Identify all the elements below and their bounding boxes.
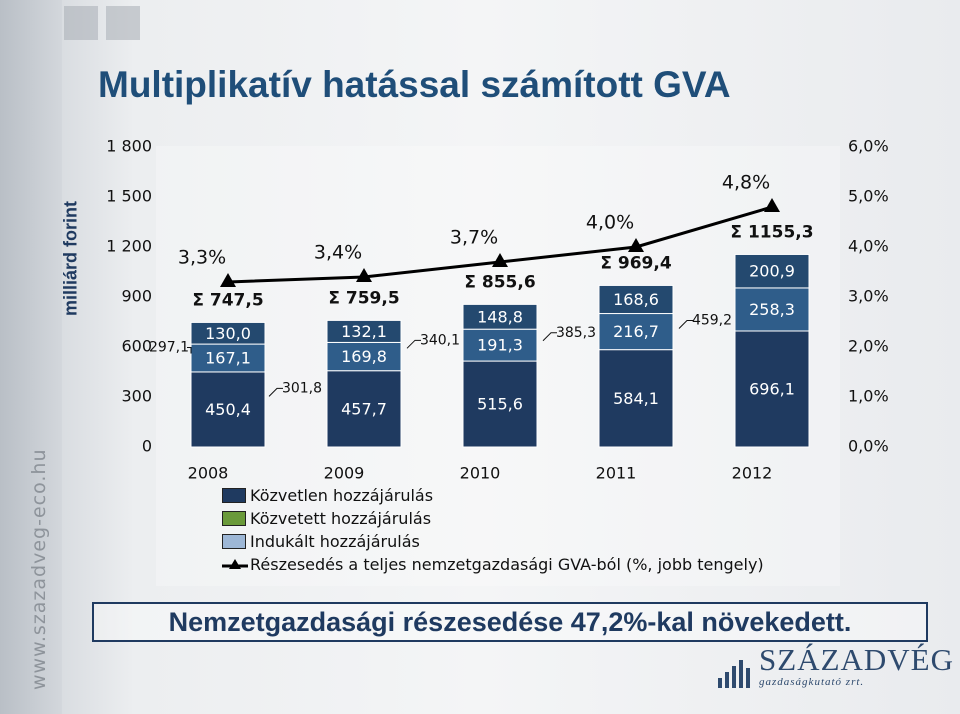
x-tick-label: 2008	[188, 464, 229, 483]
y2-tick-label: 3,0%	[848, 287, 889, 306]
bar-data-label: 200,9	[749, 262, 795, 281]
share-data-label: 3,7%	[450, 227, 498, 249]
y-tick-label: 0	[142, 437, 152, 456]
y-tick-label: 900	[121, 287, 152, 306]
y-tick-label: 1 800	[106, 137, 152, 156]
bar-data-label: 258,3	[749, 300, 795, 319]
bar-segment	[326, 319, 402, 343]
bar-segment	[598, 349, 674, 448]
share-marker	[220, 273, 236, 287]
bar-data-label: 696,1	[749, 379, 795, 398]
legend-label-induced: Indukált hozzájárulás	[250, 532, 420, 551]
bar-total-label: Σ 747,5	[192, 290, 263, 310]
bar-segment	[734, 287, 810, 332]
legend-item-direct: Közvetlen hozzájárulás	[222, 484, 764, 507]
y2-tick-label: 4,0%	[848, 237, 889, 256]
bar-data-label: 168,6	[613, 290, 659, 309]
share-data-label: 4,8%	[722, 172, 770, 194]
bar-data-label: 130,0	[205, 324, 251, 343]
bar-data-label: 584,1	[613, 389, 659, 408]
bar-total-label: Σ 969,4	[600, 253, 671, 273]
y2-tick-label: 2,0%	[848, 337, 889, 356]
y-tick-label: 300	[121, 387, 152, 406]
bar-data-label: 216,7	[613, 322, 659, 341]
callout-leader	[678, 319, 693, 329]
x-tick-label: 2010	[460, 464, 501, 483]
share-marker	[764, 198, 780, 212]
callout-label: 340,1	[420, 332, 460, 348]
bar-total-label: Σ 1155,3	[730, 222, 813, 242]
legend-label-indirect: Közvetett hozzájárulás	[250, 509, 432, 528]
callout-leader	[187, 346, 192, 354]
x-tick-label: 2009	[324, 464, 365, 483]
y-tick-label: 1 500	[106, 187, 152, 206]
bar-data-label: 167,1	[205, 349, 251, 368]
bar-segment	[462, 360, 538, 448]
share-data-label: 4,0%	[586, 212, 634, 234]
share-marker	[356, 268, 372, 282]
bar-total-label: Σ 759,5	[328, 288, 399, 308]
legend-swatch-induced	[222, 534, 246, 549]
bar-data-label: 191,3	[477, 336, 523, 355]
bar-data-label: 515,6	[477, 395, 523, 414]
share-marker	[492, 253, 508, 267]
legend-item-share: Részesedés a teljes nemzetgazdasági GVA-…	[222, 553, 764, 576]
decor-squares	[64, 6, 148, 44]
bar-data-label: 132,1	[341, 322, 387, 341]
bar-total-label: Σ 855,6	[464, 272, 535, 292]
callout-leader	[406, 339, 421, 349]
summary-banner: Nemzetgazdasági részesedése 47,2%-kal nö…	[92, 602, 928, 642]
company-logo: SZÁZADVÉG gazdaságkutató zrt.	[718, 644, 954, 688]
share-data-label: 3,3%	[178, 247, 226, 269]
legend-label-share: Részesedés a teljes nemzetgazdasági GVA-…	[250, 555, 764, 574]
bar-data-label: 450,4	[205, 400, 251, 419]
y2-tick-label: 6,0%	[848, 137, 889, 156]
callout-label: 297,1	[149, 339, 189, 355]
share-data-label: 3,4%	[314, 242, 362, 264]
summary-banner-text: Nemzetgazdasági részesedése 47,2%-kal nö…	[168, 606, 852, 637]
legend-line-triangle-icon	[222, 559, 248, 569]
left-sidebar	[0, 0, 62, 714]
logo-subtitle: gazdaságkutató zrt.	[759, 676, 865, 688]
y-tick-label: 600	[121, 337, 152, 356]
logo-name: SZÁZADVÉG	[759, 642, 954, 677]
callout-label: 301,8	[282, 380, 322, 396]
share-line	[227, 205, 773, 284]
x-tick-label: 2011	[596, 464, 637, 483]
bar-data-label: 169,8	[341, 347, 387, 366]
x-tick-label: 2012	[732, 464, 773, 483]
legend-item-indirect: Közvetett hozzájárulás	[222, 507, 764, 530]
legend-swatch-indirect	[222, 511, 246, 526]
bar-data-label: 148,8	[477, 307, 523, 326]
page-title: Multiplikatív hatással számított GVA	[98, 64, 731, 105]
bar-segment	[598, 284, 674, 315]
y-tick-label: 1 200	[106, 237, 152, 256]
callout-label: 385,3	[556, 325, 596, 341]
callout-leader	[542, 332, 557, 342]
bar-segment	[462, 303, 538, 330]
legend-label-direct: Közvetlen hozzájárulás	[250, 486, 434, 505]
bar-segment	[734, 253, 810, 289]
bar-segment	[734, 330, 810, 448]
share-marker	[628, 238, 644, 252]
bar-data-label: 457,7	[341, 399, 387, 418]
y2-tick-label: 1,0%	[848, 387, 889, 406]
chart-legend: Közvetlen hozzájárulás Közvetett hozzájá…	[222, 484, 764, 576]
y2-tick-label: 5,0%	[848, 187, 889, 206]
y2-tick-label: 0,0%	[848, 437, 889, 456]
bar-segment	[326, 370, 402, 448]
bar-segment	[190, 321, 266, 345]
callout-label: 459,2	[692, 312, 732, 328]
legend-item-induced: Indukált hozzájárulás	[222, 530, 764, 553]
bar-segment	[326, 341, 402, 372]
bar-chart-icon	[718, 660, 753, 688]
callout-leader	[268, 387, 283, 397]
legend-swatch-direct	[222, 488, 246, 503]
